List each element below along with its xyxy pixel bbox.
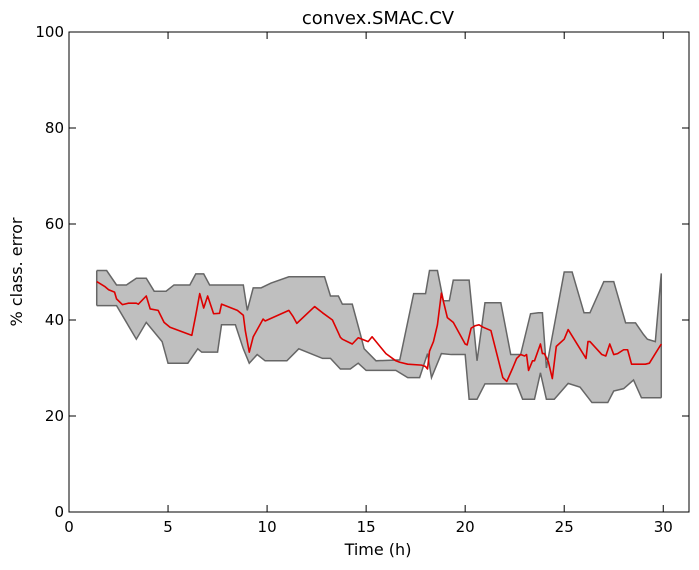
x-tick-label: 5 bbox=[163, 518, 173, 536]
y-tick-label: 40 bbox=[45, 311, 64, 329]
y-tick-label: 0 bbox=[54, 503, 64, 521]
x-tick-label: 15 bbox=[357, 518, 376, 536]
band-upper-line bbox=[96, 269, 663, 369]
median-layer bbox=[96, 280, 662, 383]
y-axis-label: % class. error bbox=[7, 217, 26, 326]
error-band bbox=[96, 270, 662, 403]
x-tick-label: 20 bbox=[456, 518, 475, 536]
chart-title: convex.SMAC.CV bbox=[302, 8, 455, 29]
band-lower-line bbox=[96, 304, 662, 404]
band-layer bbox=[95, 269, 663, 404]
median-line bbox=[96, 280, 662, 383]
y-axis: 0 20 40 60 80 100 bbox=[35, 23, 689, 521]
x-tick-label: 10 bbox=[258, 518, 277, 536]
y-tick-label: 100 bbox=[35, 23, 64, 41]
x-tick-label: 30 bbox=[654, 518, 673, 536]
y-tick-label: 80 bbox=[45, 119, 64, 137]
x-axis-label: Time (h) bbox=[344, 540, 412, 559]
plot-frame bbox=[68, 31, 690, 513]
x-axis: 0 5 10 15 20 25 30 bbox=[64, 32, 673, 536]
x-tick-label: 0 bbox=[64, 518, 74, 536]
y-tick-label: 20 bbox=[45, 407, 64, 425]
y-tick-label: 60 bbox=[45, 215, 64, 233]
x-tick-label: 25 bbox=[555, 518, 574, 536]
